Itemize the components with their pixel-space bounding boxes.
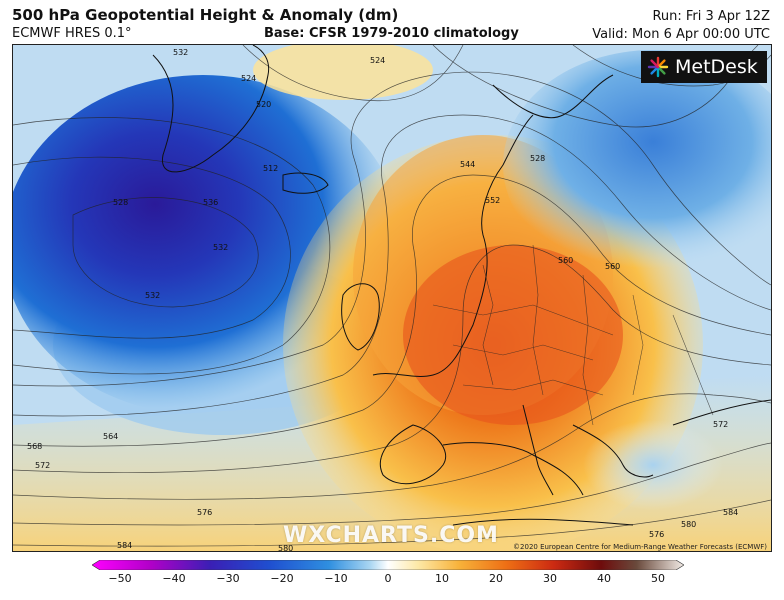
turkey-coast bbox=[672, 399, 771, 426]
contour-labels: 532 524 520 512 528 524 536 544 552 560 … bbox=[27, 48, 738, 551]
contour-label: 560 bbox=[605, 262, 620, 271]
colorbar-tick: 20 bbox=[489, 572, 503, 585]
north-africa-coast bbox=[452, 518, 634, 526]
colorbar-tick: −30 bbox=[216, 572, 240, 585]
colorbar-ticks: −50 −40 −30 −20 −10 0 10 20 30 40 50 bbox=[0, 572, 784, 588]
contour-label: 572 bbox=[35, 461, 50, 470]
chart-header: 500 hPa Geopotential Height & Anomaly (d… bbox=[0, 0, 784, 44]
run-time-label: Run: Fri 3 Apr 12Z bbox=[652, 9, 770, 24]
north-warm-sliver bbox=[253, 45, 433, 100]
climatology-base-label: Base: CFSR 1979-2010 climatology bbox=[264, 26, 519, 41]
map-canvas: 532 524 520 512 528 524 536 544 552 560 … bbox=[13, 45, 771, 551]
contour-label: 528 bbox=[530, 154, 545, 163]
colorbar-tick: 50 bbox=[651, 572, 665, 585]
iberia-coast bbox=[379, 424, 447, 485]
contour-label: 512 bbox=[263, 164, 278, 173]
colorbar-tick: −10 bbox=[324, 572, 348, 585]
contour-label: 520 bbox=[256, 100, 271, 109]
mediterranean-coast bbox=[442, 442, 584, 496]
scandinavia-coast bbox=[492, 74, 614, 119]
contour-label: 580 bbox=[278, 544, 293, 551]
contour-label: 528 bbox=[113, 198, 128, 207]
country-borders bbox=[432, 244, 714, 426]
chart-title: 500 hPa Geopotential Height & Anomaly (d… bbox=[12, 6, 399, 24]
colorbar-tick: 40 bbox=[597, 572, 611, 585]
contour-label: 568 bbox=[27, 442, 42, 451]
contour-label: 584 bbox=[723, 508, 738, 517]
contour-label: 532 bbox=[145, 291, 160, 300]
british-isles-coast bbox=[341, 283, 380, 351]
mediterranean-cool-pocket bbox=[583, 420, 723, 510]
contour-label: 572 bbox=[713, 420, 728, 429]
colorbar-tick: 10 bbox=[435, 572, 449, 585]
contour-label: 544 bbox=[460, 160, 475, 169]
colorbar-tick: −20 bbox=[270, 572, 294, 585]
colorbar-tick: −40 bbox=[162, 572, 186, 585]
contour-label: 580 bbox=[681, 520, 696, 529]
greenland-coast bbox=[152, 45, 270, 173]
ecmwf-copyright: ©2020 European Centre for Medium-Range W… bbox=[513, 543, 767, 551]
colorbar-ramp bbox=[92, 560, 684, 570]
metdesk-logo: MetDesk bbox=[641, 51, 767, 83]
contour-label: 576 bbox=[649, 530, 664, 539]
contour-label: 576 bbox=[197, 508, 212, 517]
contour-label: 524 bbox=[241, 74, 256, 83]
wxcharts-watermark: WXCHARTS.COM bbox=[283, 523, 499, 548]
metdesk-logo-text: MetDesk bbox=[675, 56, 758, 78]
contour-label: 536 bbox=[203, 198, 218, 207]
colorbar-tick: 0 bbox=[384, 572, 392, 585]
anomaly-colorbar bbox=[92, 560, 684, 570]
contour-label: 584 bbox=[117, 541, 132, 550]
europe-ridge-max bbox=[403, 245, 623, 425]
iceland-coast bbox=[282, 172, 329, 194]
height-contours bbox=[13, 45, 771, 547]
contour-label: 564 bbox=[103, 432, 118, 441]
contour-label: 532 bbox=[173, 48, 188, 57]
russia-negative-anomaly bbox=[503, 50, 771, 280]
colorbar-tick: −50 bbox=[108, 572, 132, 585]
anomaly-map: 532 524 520 512 528 524 536 544 552 560 … bbox=[12, 44, 772, 552]
contour-label: 524 bbox=[370, 56, 385, 65]
west-europe-coast bbox=[372, 114, 534, 377]
metdesk-starburst-icon bbox=[647, 56, 669, 78]
valid-time-label: Valid: Mon 6 Apr 00:00 UTC bbox=[592, 27, 770, 42]
contour-label: 532 bbox=[213, 243, 228, 252]
italy-coast bbox=[522, 404, 554, 496]
contour-label: 560 bbox=[558, 256, 573, 265]
balkans-coast bbox=[572, 424, 654, 478]
model-label: ECMWF HRES 0.1° bbox=[12, 26, 132, 41]
colorbar-tick: 30 bbox=[543, 572, 557, 585]
coastlines bbox=[152, 45, 771, 526]
contour-label: 552 bbox=[485, 196, 500, 205]
